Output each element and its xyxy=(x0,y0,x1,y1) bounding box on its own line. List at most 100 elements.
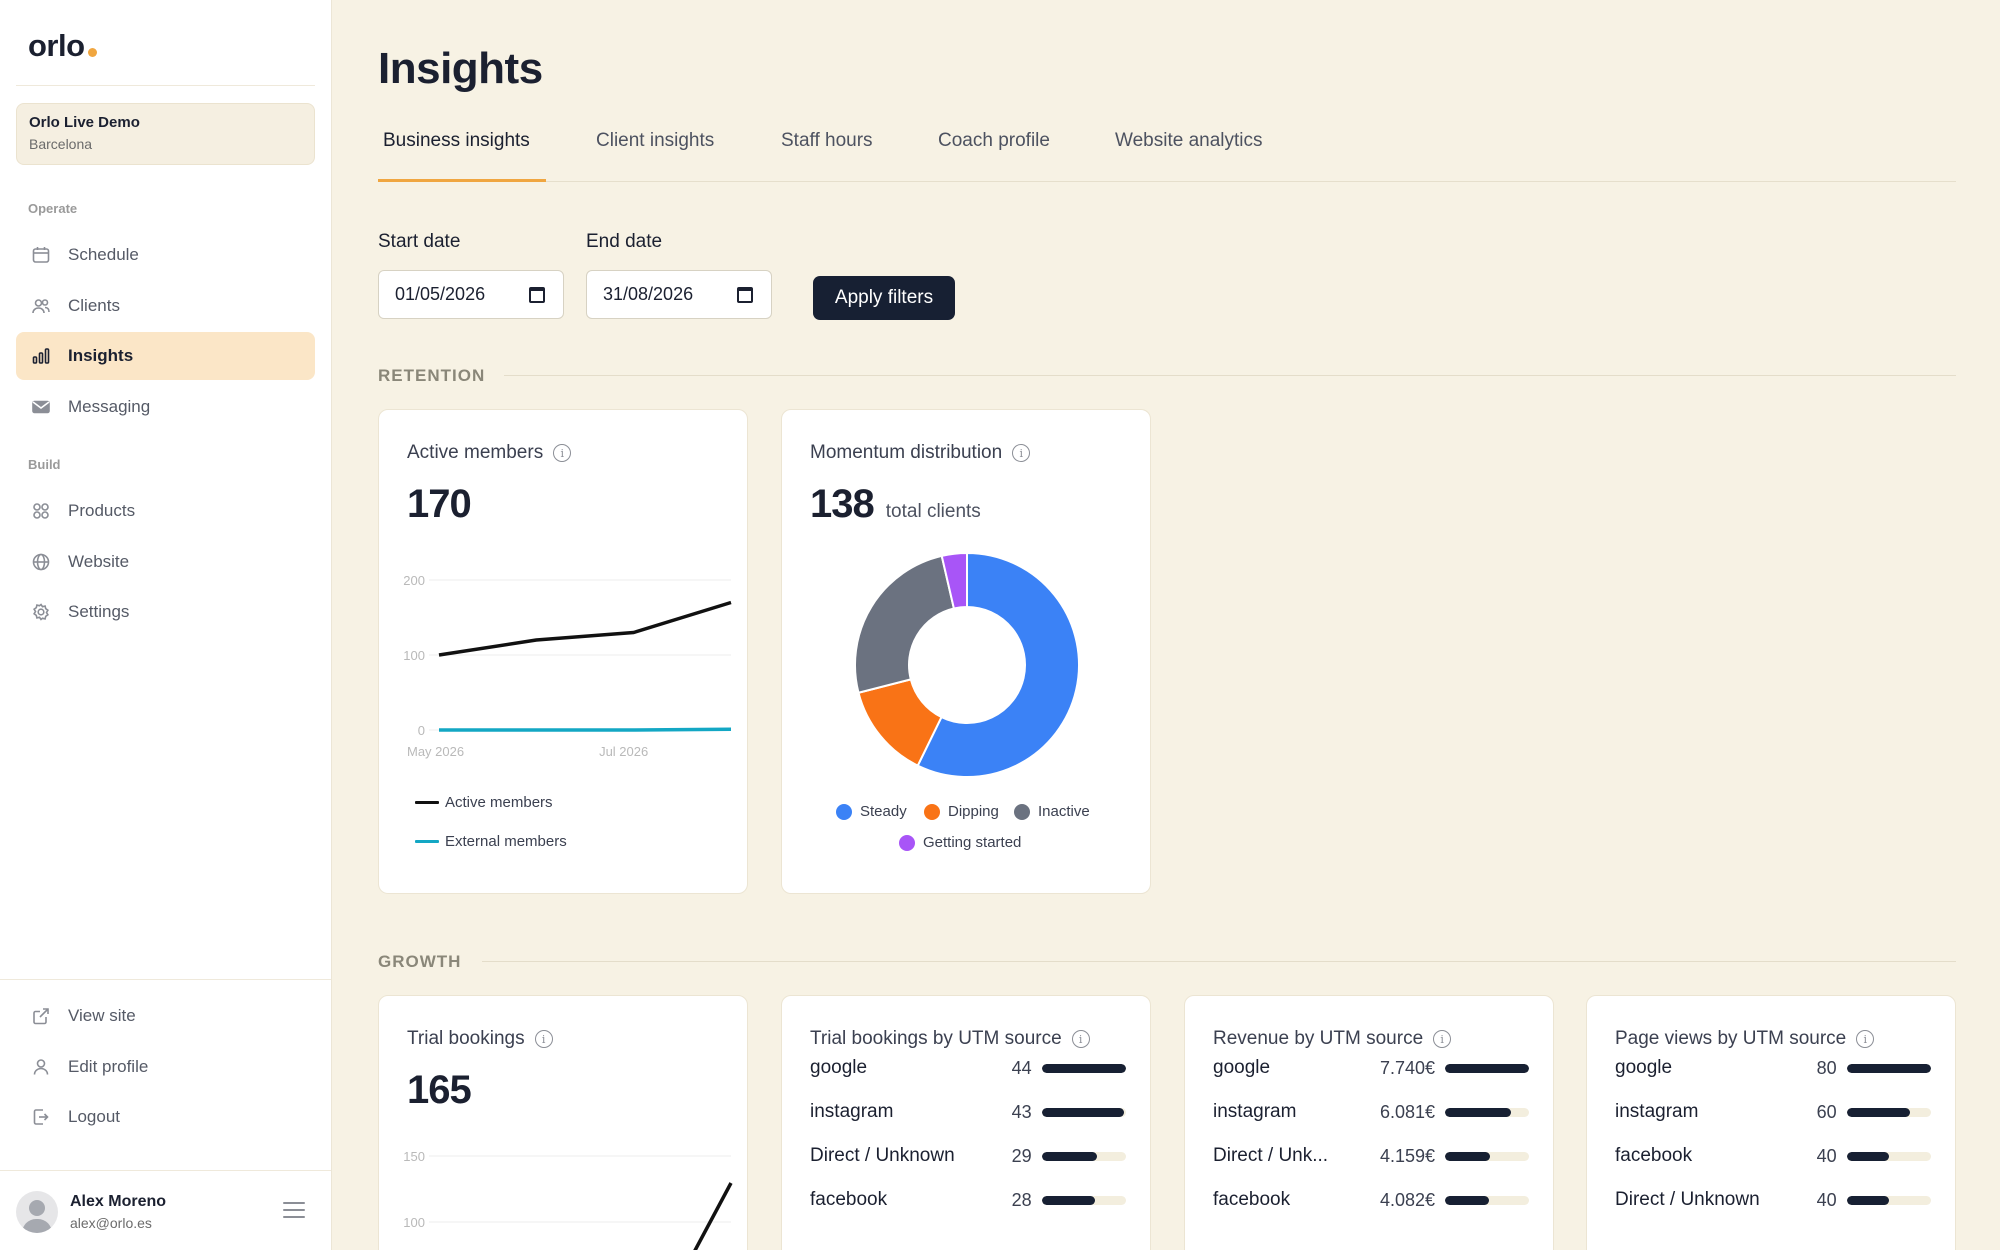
sidebar-item-view-site[interactable]: View site xyxy=(16,992,315,1040)
user-profile[interactable]: Alex Moreno alex@orlo.es xyxy=(16,1188,315,1236)
utm-source-label: facebook xyxy=(810,1189,888,1210)
end-date-input[interactable]: 31/08/2026 xyxy=(586,270,772,319)
sidebar-item-settings[interactable]: Settings xyxy=(16,588,315,636)
legend-item-active-members: Active members xyxy=(415,794,553,811)
card-title: Active members i xyxy=(407,442,572,464)
info-icon[interactable]: i xyxy=(1071,1030,1090,1048)
trial-utm-card: Trial bookings by UTM source i google 44 in… xyxy=(781,995,1151,1250)
utm-value: 40 xyxy=(1816,1145,1837,1166)
tab-website-analytics[interactable]: Website analytics xyxy=(1115,130,1263,151)
workspace-switcher[interactable]: Orlo Live Demo Barcelona xyxy=(16,103,315,165)
end-date-value: 31/08/2026 xyxy=(603,284,694,304)
trial-bookings-card: Trial bookings i 165 150 100 xyxy=(378,995,748,1250)
utm-value: 29 xyxy=(1011,1145,1032,1166)
active-members-card: Active members i 170 0 100 200 May 2026 Jul 2… xyxy=(378,409,748,894)
utm-row: facebook 4.082€ xyxy=(1213,1188,1529,1212)
user-name: Alex Moreno xyxy=(70,1193,167,1210)
momentum-total: 138 total clients xyxy=(810,482,981,527)
revenue-utm-card: Revenue by UTM source i google 7.740€ insta… xyxy=(1184,995,1554,1250)
sidebar-item-products[interactable]: Products xyxy=(16,487,315,535)
sidebar-item-schedule[interactable]: Schedule xyxy=(16,231,315,279)
info-icon[interactable]: i xyxy=(553,444,572,462)
grid-icon xyxy=(30,500,52,522)
utm-bar-fill xyxy=(1041,1151,1098,1161)
utm-source-label: facebook xyxy=(1213,1189,1291,1210)
donut-slice xyxy=(916,551,1080,778)
section-label-operate: Operate xyxy=(28,201,78,216)
utm-source-label: Direct / Unknown xyxy=(810,1145,955,1166)
active-members-value: 170 xyxy=(407,482,472,526)
legend-label: Inactive xyxy=(1038,803,1090,820)
momentum-total-value: 138 xyxy=(810,482,875,526)
y-tick-label: 100 xyxy=(403,648,425,663)
active-members-line-chart: 0 100 200 May 2026 Jul 2026 xyxy=(403,573,732,759)
utm-bar-fill xyxy=(1445,1107,1512,1117)
card-title: Trial bookings i xyxy=(407,1028,553,1050)
start-date-input[interactable]: 01/05/2026 xyxy=(378,270,564,319)
info-icon[interactable]: i xyxy=(1856,1030,1875,1048)
external-link-icon xyxy=(30,1005,52,1027)
utm-value: 28 xyxy=(1011,1189,1032,1210)
utm-bar xyxy=(1846,1195,1931,1205)
sidebar-item-website[interactable]: Website xyxy=(16,538,315,586)
sidebar-item-label: Logout xyxy=(68,1107,120,1126)
utm-row: instagram 6.081€ xyxy=(1213,1100,1529,1124)
utm-source-label: google xyxy=(1213,1057,1271,1078)
menu-icon[interactable] xyxy=(283,1202,305,1220)
sidebar-item-messaging[interactable]: Messaging xyxy=(16,383,315,431)
sidebar-item-label: Products xyxy=(68,501,136,520)
utm-bar-fill xyxy=(1846,1195,1889,1205)
utm-row: Direct / Unknown 29 xyxy=(810,1144,1126,1168)
globe-icon xyxy=(30,551,52,573)
user-icon xyxy=(30,1056,52,1078)
legend-label: External members xyxy=(445,833,567,850)
utm-source-label: instagram xyxy=(810,1101,894,1122)
utm-source-label: Direct / Unk... xyxy=(1213,1145,1329,1166)
tab-coach-profile[interactable]: Coach profile xyxy=(938,130,1050,151)
legend-item-inactive: Inactive xyxy=(1014,803,1090,820)
start-date-value: 01/05/2026 xyxy=(395,284,486,304)
tab-client-insights[interactable]: Client insights xyxy=(596,130,715,151)
utm-row: Direct / Unk... 4.159€ xyxy=(1213,1144,1529,1168)
legend-item-dipping: Dipping xyxy=(924,803,999,820)
info-icon[interactable]: i xyxy=(1012,444,1031,462)
utm-bar xyxy=(1041,1107,1126,1117)
gear-icon xyxy=(30,601,52,623)
tab-staff-hours[interactable]: Staff hours xyxy=(781,130,873,151)
utm-row: google 7.740€ xyxy=(1213,1056,1529,1080)
utm-source-label: instagram xyxy=(1213,1101,1297,1122)
sidebar-item-logout[interactable]: Logout xyxy=(16,1093,315,1141)
utm-row: google 44 xyxy=(810,1056,1126,1080)
users-icon xyxy=(30,295,52,317)
utm-bar-fill xyxy=(1846,1063,1931,1073)
sidebar-item-label: Edit profile xyxy=(68,1057,149,1076)
utm-bar xyxy=(1445,1107,1529,1117)
utm-bar-fill xyxy=(1846,1151,1889,1161)
logo-dot xyxy=(87,48,97,57)
info-icon[interactable]: i xyxy=(534,1030,553,1048)
momentum-donut-chart xyxy=(854,551,1080,778)
series-line xyxy=(439,727,732,732)
utm-row: instagram 60 xyxy=(1615,1100,1931,1124)
utm-row: instagram 43 xyxy=(810,1100,1126,1124)
sidebar-item-insights[interactable]: Insights xyxy=(16,332,315,380)
legend-item-steady: Steady xyxy=(836,803,907,820)
sidebar-item-edit-profile[interactable]: Edit profile xyxy=(16,1043,315,1091)
sidebar-item-label: View site xyxy=(68,1006,136,1025)
y-tick-label: 0 xyxy=(418,723,425,738)
apply-filters-button[interactable]: Apply filters xyxy=(813,276,955,320)
donut-slice xyxy=(854,554,956,694)
logo[interactable]: orlo xyxy=(28,28,97,64)
sidebar-item-clients[interactable]: Clients xyxy=(16,282,315,330)
utm-bar-fill xyxy=(1041,1107,1125,1117)
calendar-icon[interactable] xyxy=(529,287,545,303)
tab-business-insights[interactable]: Business insights xyxy=(378,126,546,182)
sidebar-item-label: Messaging xyxy=(68,397,151,416)
utm-bar-fill xyxy=(1445,1151,1491,1161)
calendar-icon[interactable] xyxy=(737,287,753,303)
utm-bar-fill xyxy=(1846,1107,1910,1117)
info-icon[interactable]: i xyxy=(1433,1030,1452,1048)
legend-label: Steady xyxy=(860,803,907,820)
utm-bar xyxy=(1445,1151,1529,1161)
card-title-text: Momentum distribution xyxy=(810,442,1003,463)
